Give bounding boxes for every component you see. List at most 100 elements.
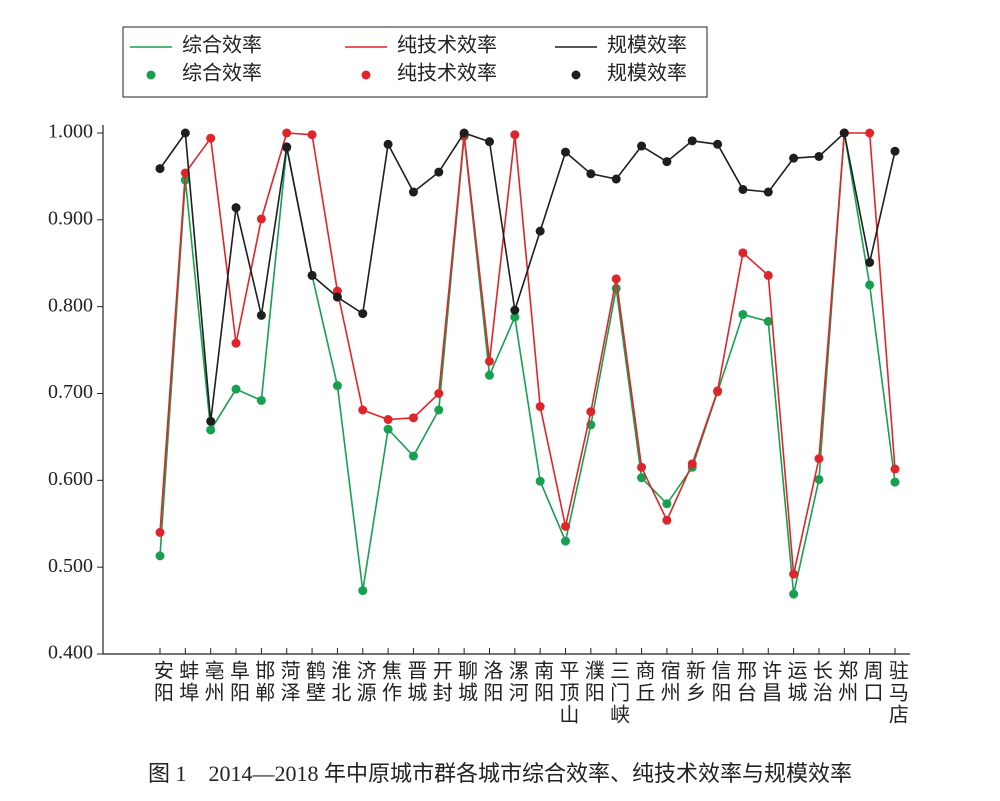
x-tick-label: 阜阳 bbox=[226, 660, 248, 704]
series-point bbox=[484, 356, 494, 366]
series-point bbox=[434, 405, 444, 415]
series-point bbox=[611, 274, 621, 284]
series-point bbox=[231, 203, 241, 213]
legend-marker bbox=[571, 70, 581, 80]
x-tick-label: 长治 bbox=[809, 660, 832, 704]
x-tick-label: 驻马店 bbox=[885, 660, 908, 726]
series-point bbox=[282, 128, 292, 138]
series-point bbox=[611, 174, 621, 184]
series-point bbox=[383, 415, 393, 425]
legend-label: 纯技术效率 bbox=[397, 34, 497, 57]
series-point bbox=[510, 312, 520, 322]
series-point bbox=[231, 384, 241, 394]
series-point bbox=[865, 128, 875, 138]
series-point bbox=[789, 153, 799, 163]
x-tick-label: 新乡 bbox=[683, 660, 706, 704]
series-point bbox=[814, 454, 824, 464]
y-tick-label: 0.700 bbox=[48, 381, 93, 403]
legend-label: 规模效率 bbox=[607, 34, 687, 57]
series-point bbox=[332, 292, 342, 302]
x-tick-label: 安阳 bbox=[150, 660, 172, 704]
series-point bbox=[155, 164, 165, 174]
x-tick-label: 开封 bbox=[429, 660, 452, 704]
series-point bbox=[459, 128, 469, 138]
x-tick-label: 洛阳 bbox=[480, 660, 503, 704]
x-tick-label: 郑州 bbox=[835, 660, 858, 704]
series-point bbox=[763, 316, 773, 326]
series-point bbox=[510, 305, 520, 315]
series-point bbox=[713, 139, 723, 149]
series-line bbox=[159, 132, 896, 575]
series-point bbox=[307, 270, 317, 280]
series-point bbox=[434, 167, 444, 177]
legend-label: 综合效率 bbox=[182, 62, 262, 85]
series-point bbox=[662, 499, 672, 509]
series-point bbox=[763, 187, 773, 197]
legend-box bbox=[122, 26, 708, 98]
series-point bbox=[358, 586, 368, 596]
y-tick-label: 0.500 bbox=[48, 555, 93, 577]
legend-marker bbox=[146, 70, 156, 80]
series-point bbox=[865, 257, 875, 267]
x-tick-label: 宿州 bbox=[657, 660, 680, 704]
legend-label: 综合效率 bbox=[182, 34, 262, 57]
series-point bbox=[561, 521, 571, 531]
x-tick-label: 菏泽 bbox=[277, 660, 300, 704]
x-tick-label: 邢台 bbox=[733, 660, 756, 704]
y-tick-label: 0.600 bbox=[48, 468, 93, 490]
x-tick-label: 运城 bbox=[784, 660, 807, 704]
x-tick-label: 邯郸 bbox=[252, 660, 275, 704]
series-point bbox=[637, 141, 647, 151]
legend-label: 规模效率 bbox=[607, 62, 687, 85]
series-point bbox=[687, 136, 697, 146]
legend-label: 纯技术效率 bbox=[397, 62, 497, 85]
series-point bbox=[358, 309, 368, 319]
series-point bbox=[408, 451, 418, 461]
series-point bbox=[890, 477, 900, 487]
series-point bbox=[408, 413, 418, 423]
y-tick-label: 0.400 bbox=[48, 642, 93, 664]
series-point bbox=[738, 248, 748, 258]
series-point bbox=[890, 464, 900, 474]
series-point bbox=[231, 338, 241, 348]
x-tick-label: 信阳 bbox=[708, 660, 731, 704]
series-point bbox=[484, 370, 494, 380]
x-tick-label: 亳州 bbox=[201, 660, 224, 704]
x-tick-label: 周口 bbox=[860, 660, 883, 704]
x-tick-label: 聊城 bbox=[455, 660, 478, 704]
series-line bbox=[159, 132, 896, 595]
series-point bbox=[307, 130, 317, 140]
series-point bbox=[484, 137, 494, 147]
series-point bbox=[155, 551, 165, 561]
series-point bbox=[206, 425, 216, 435]
series-point bbox=[332, 381, 342, 391]
series-point bbox=[561, 147, 571, 157]
series-point bbox=[662, 157, 672, 167]
series-point bbox=[814, 474, 824, 484]
legend-marker bbox=[361, 70, 371, 80]
series-point bbox=[358, 405, 368, 415]
x-tick-label: 晋城 bbox=[404, 660, 427, 704]
series-point bbox=[814, 151, 824, 161]
series-point bbox=[637, 462, 647, 472]
series-point bbox=[738, 309, 748, 319]
series-point bbox=[535, 402, 545, 412]
series-point bbox=[890, 146, 900, 156]
x-tick-label: 南阳 bbox=[531, 660, 553, 704]
series-line bbox=[159, 130, 896, 422]
series-point bbox=[408, 187, 418, 197]
x-tick-label: 濮阳 bbox=[581, 660, 604, 704]
series-point bbox=[586, 407, 596, 417]
x-tick-label: 漯河 bbox=[505, 660, 528, 704]
x-tick-label: 三门峡 bbox=[607, 660, 629, 726]
series-point bbox=[256, 395, 266, 405]
series-point bbox=[180, 128, 190, 138]
x-tick-label: 淮北 bbox=[328, 660, 351, 704]
x-tick-label: 平顶山 bbox=[556, 660, 579, 726]
series-point bbox=[789, 569, 799, 579]
y-tick-label: 0.800 bbox=[48, 294, 93, 316]
series-point bbox=[713, 386, 723, 396]
series-point bbox=[206, 133, 216, 143]
series-point bbox=[586, 169, 596, 179]
